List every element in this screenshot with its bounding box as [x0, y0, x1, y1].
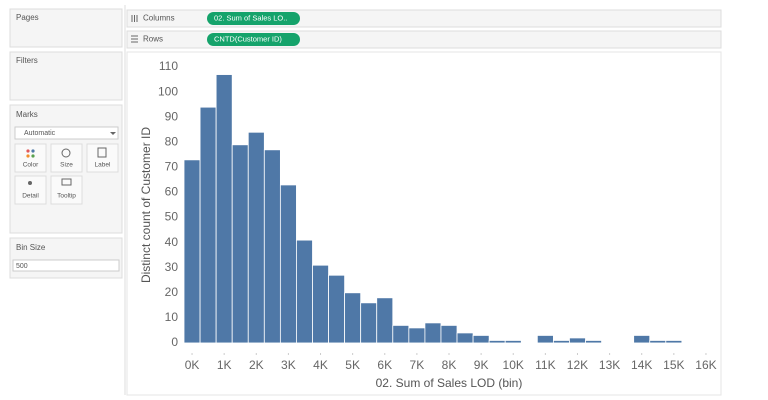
y-tick-label: 90	[165, 109, 179, 123]
y-tick-label: 60	[165, 185, 179, 199]
bar	[552, 340, 570, 344]
y-tick-label: 70	[165, 160, 179, 174]
x-tick-label: 5K	[345, 358, 360, 372]
bar	[456, 332, 474, 344]
y-tick-label: 30	[165, 260, 179, 274]
tooltip-button[interactable]	[50, 175, 83, 205]
bar	[536, 335, 554, 344]
bar	[231, 144, 249, 344]
bar	[569, 337, 586, 344]
icon	[31, 154, 35, 158]
icon	[61, 148, 71, 158]
rows-pill-text: CNTD(Customer ID)	[214, 34, 282, 43]
x-tick-label: 0K	[185, 358, 200, 372]
icon	[26, 154, 30, 158]
rows-label: Rows	[143, 35, 163, 44]
y-tick-label: 110	[159, 59, 178, 73]
bar	[472, 335, 490, 344]
y-tick-label: 40	[165, 235, 179, 249]
filters-title: Filters	[16, 56, 38, 65]
filters-card	[9, 51, 123, 101]
marks-buttons: Color Size Label Detail Tooltip	[14, 143, 119, 205]
y-tick-label: 20	[165, 285, 179, 299]
x-tick-label: 12K	[567, 358, 588, 372]
button-label: Size	[60, 162, 73, 169]
x-tick-label: 2K	[249, 358, 264, 372]
button-label: Detail	[22, 193, 39, 200]
label-button[interactable]	[86, 143, 119, 173]
bar	[199, 106, 217, 344]
bar	[665, 340, 683, 344]
y-axis-title: Distinct count of Customer ID	[139, 127, 153, 283]
parameter-title: Bin Size	[16, 243, 46, 252]
bar	[296, 239, 313, 344]
icon	[28, 181, 32, 185]
x-tick-label: 8K	[442, 358, 457, 372]
bar	[312, 264, 329, 344]
x-tick-label: 6K	[377, 358, 392, 372]
button-label: Label	[95, 162, 111, 169]
x-tick-label: 13K	[599, 358, 620, 372]
icon	[61, 178, 72, 186]
x-tick-label: 3K	[281, 358, 296, 372]
x-tick-label: 9K	[474, 358, 489, 372]
bar	[392, 325, 410, 344]
x-tick-label: 10K	[503, 358, 524, 372]
bar	[488, 340, 506, 344]
bar	[504, 340, 522, 344]
parameter-value: 500	[16, 263, 28, 270]
x-tick-label: 4K	[313, 358, 328, 372]
bar	[279, 184, 297, 344]
y-tick-label: 10	[165, 310, 179, 324]
button-label: Color	[23, 162, 39, 169]
columns-pill[interactable]	[207, 12, 300, 25]
bar	[408, 327, 426, 344]
rows-pill[interactable]	[207, 33, 300, 46]
plot: 0 10 20 30 40 50 60 70 80 90 100 110 0K 1K 2K 3K 4K 5K 6K 7…	[158, 59, 717, 372]
x-axis-title: 02. Sum of Sales LOD (bin)	[376, 376, 523, 390]
bar	[263, 149, 281, 344]
y-tick-label: 100	[158, 84, 178, 98]
detail-button[interactable]	[14, 175, 47, 205]
color-button[interactable]	[14, 143, 47, 173]
x-tick-label: 14K	[631, 358, 652, 372]
x-tick-label: 1K	[217, 358, 232, 372]
bar	[376, 297, 394, 344]
x-tick-label: 7K	[410, 358, 425, 372]
bar	[247, 131, 265, 344]
bar	[649, 340, 667, 344]
mark-type: Automatic	[24, 130, 56, 137]
x-tick-label: 15K	[663, 358, 684, 372]
bar	[424, 322, 442, 344]
x-tick-label: 16K	[695, 358, 716, 372]
columns-pill-text: 02. Sum of Sales LO..	[214, 13, 287, 22]
icon	[97, 147, 107, 158]
y-tick-label: 0	[171, 335, 178, 349]
pages-title: Pages	[16, 13, 39, 22]
bar	[360, 302, 378, 344]
bar	[585, 340, 602, 344]
bar	[344, 292, 362, 344]
button-label: Tooltip	[57, 193, 76, 200]
y-tick-label: 80	[165, 134, 179, 148]
y-tick-label: 50	[165, 210, 179, 224]
marks-title: Marks	[16, 110, 38, 119]
bar	[183, 159, 201, 344]
dropdown-arrow	[110, 132, 116, 135]
bar	[633, 335, 651, 344]
icon	[26, 149, 30, 153]
icon	[31, 149, 35, 153]
bar	[328, 274, 346, 344]
mark-type-dropdown[interactable]	[14, 126, 119, 140]
columns-icon	[131, 15, 138, 22]
x-tick-label: 11K	[535, 358, 555, 372]
parameter-input[interactable]	[12, 259, 120, 272]
bar	[440, 325, 458, 344]
rows-icon	[131, 35, 138, 43]
bar	[215, 74, 233, 344]
columns-label: Columns	[143, 14, 175, 23]
pages-card	[9, 8, 123, 48]
